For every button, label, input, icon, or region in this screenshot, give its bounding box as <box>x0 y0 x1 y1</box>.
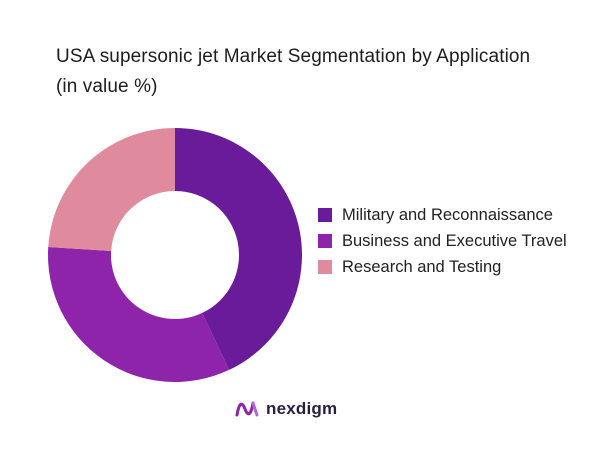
donut-slice-business <box>47 247 230 382</box>
legend-item-military: Military and Reconnaissance <box>318 203 578 227</box>
nexdigm-logo-icon <box>235 401 259 417</box>
legend-label: Military and Reconnaissance <box>342 206 553 224</box>
legend-swatch <box>318 234 332 248</box>
brand-logo: nexdigm <box>234 399 337 419</box>
legend-label: Research and Testing <box>342 258 502 276</box>
legend-swatch <box>318 260 332 274</box>
legend-label: Business and Executive Travel <box>342 232 567 250</box>
donut-slice-research <box>48 128 175 251</box>
chart-title: USA supersonic jet Market Segmentation b… <box>56 46 531 97</box>
legend-item-business: Business and Executive Travel <box>318 229 578 253</box>
legend-item-research: Research and Testing <box>318 255 578 279</box>
donut-chart <box>47 128 302 382</box>
legend-swatch <box>318 208 332 222</box>
brand-name: nexdigm <box>266 399 338 418</box>
chart-legend: Military and Reconnaissance Business and… <box>318 203 578 281</box>
donut-slice-military <box>175 128 302 370</box>
